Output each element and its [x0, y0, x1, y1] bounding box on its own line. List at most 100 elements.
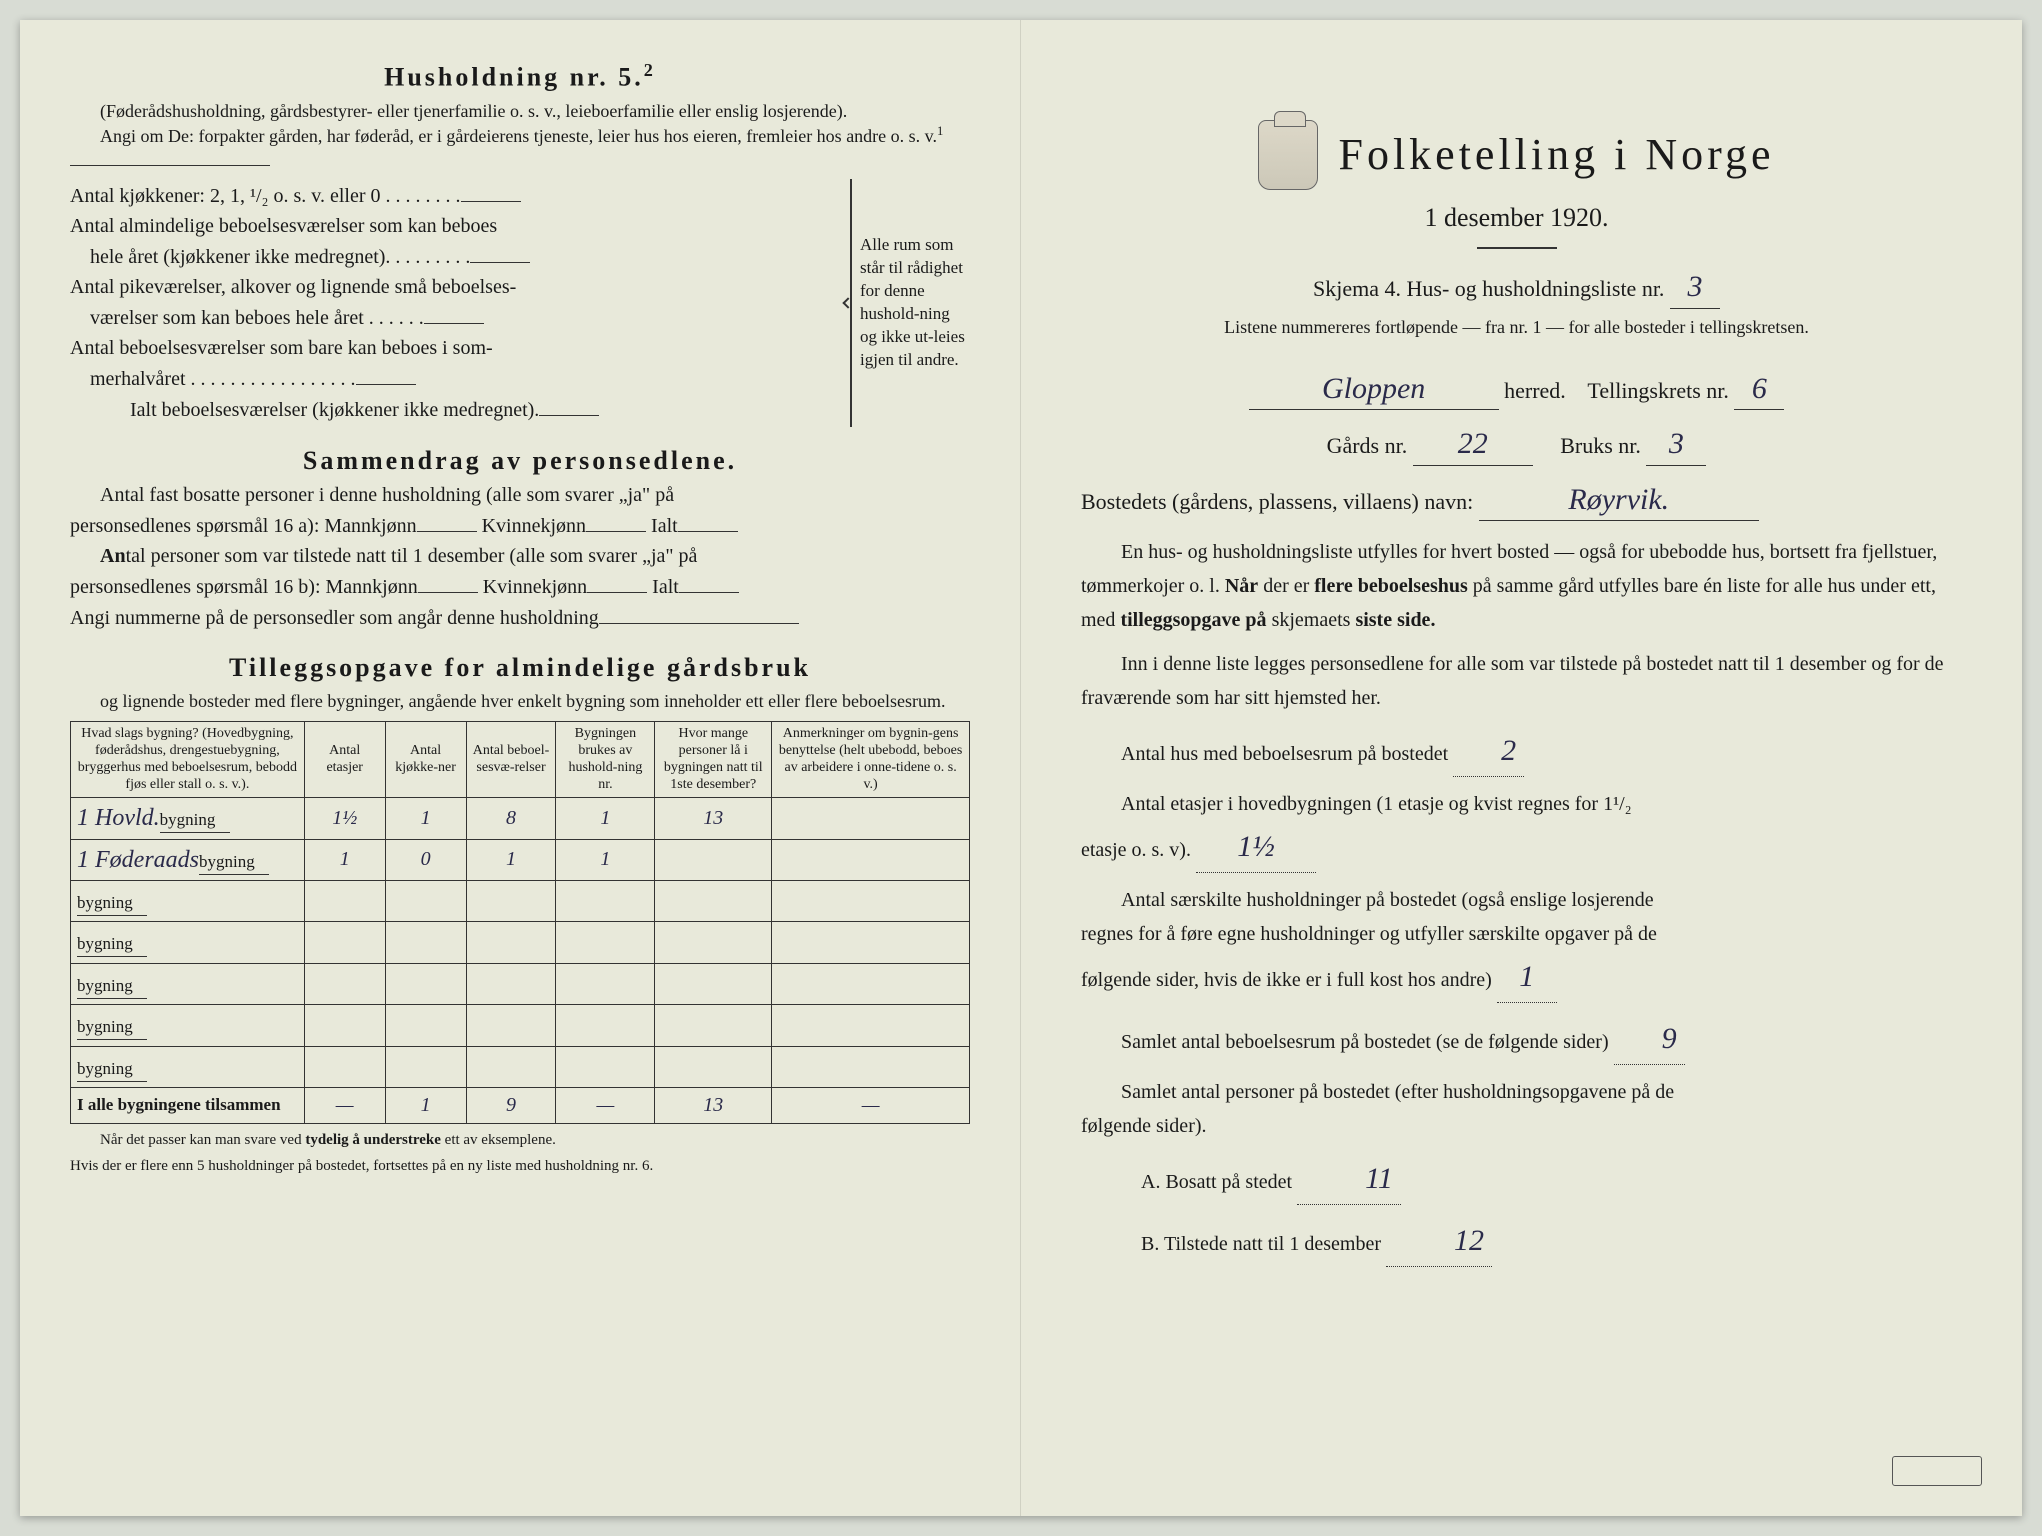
total-c5: —	[772, 1088, 970, 1124]
row-label: 1 Føderaads bygning	[71, 839, 305, 880]
th-brukes: Bygningen brukes av hushold-ning nr.	[556, 722, 655, 798]
th-personer: Hvor mange personer lå i bygningen natt …	[655, 722, 772, 798]
para-2: Inn i denne liste legges personsedlene f…	[1081, 647, 1952, 715]
row-label: bygning	[71, 1005, 305, 1046]
bruks-nr-field: 3	[1646, 424, 1706, 466]
a2-field: 1½	[1196, 821, 1316, 873]
tillegg-title: Tilleggsopgave for almindelige gårdsbruk	[70, 650, 970, 685]
a4-field: 9	[1614, 1013, 1685, 1065]
cell	[556, 1005, 655, 1046]
q5a-row: Samlet antal personer på bostedet (efter…	[1081, 1075, 1952, 1109]
q3b-row: regnes for å føre egne husholdninger og …	[1081, 917, 1952, 951]
cell: 1	[466, 839, 556, 880]
cell	[772, 922, 970, 963]
cell	[556, 881, 655, 922]
cell	[772, 963, 970, 1004]
title-rule	[1477, 247, 1557, 249]
cell	[466, 963, 556, 1004]
table-row: bygning	[71, 1005, 970, 1046]
gards-nr-field: 22	[1413, 424, 1533, 466]
cell	[304, 922, 385, 963]
footnote-1: Når det passer kan man svare ved tydelig…	[70, 1130, 970, 1150]
cell: 1	[556, 798, 655, 839]
q4-row: Samlet antal beboelsesrum på bostedet (s…	[1081, 1013, 1952, 1065]
th-vaerelser: Antal beboel-sesvæ-relser	[466, 722, 556, 798]
q5b-row: følgende sider).	[1081, 1109, 1952, 1143]
cell	[655, 881, 772, 922]
tillegg-sub: og lignende bosteder med flere bygninger…	[70, 689, 970, 713]
room-line-1a: Antal almindelige beboelsesværelser som …	[70, 213, 840, 240]
cell: 1	[556, 839, 655, 880]
cell	[304, 963, 385, 1004]
cell	[772, 881, 970, 922]
row-label: 1 Hovld. bygning	[71, 798, 305, 839]
sd-line1b: personsedlenes spørsmål 16 a): Mannkjønn…	[70, 512, 970, 540]
census-document: Husholdning nr. 5.2 (Føderådshusholdning…	[20, 20, 2022, 1516]
room-line-2a: Antal pikeværelser, alkover og lignende …	[70, 274, 840, 301]
listene-note: Listene nummereres fortløpende — fra nr.…	[1081, 315, 1952, 339]
cell	[655, 839, 772, 880]
sd-line3: Angi nummerne på de personsedler som ang…	[70, 604, 970, 632]
h5-intro1: (Føderådshusholdning, gårdsbestyrer- ell…	[70, 99, 970, 123]
cell	[304, 881, 385, 922]
cell	[385, 922, 466, 963]
room-line-3a: Antal beboelsesværelser som bare kan beb…	[70, 335, 840, 362]
table-row: bygning	[71, 922, 970, 963]
room-line-2b: værelser som kan beboes hele året . . . …	[70, 304, 840, 332]
cell	[655, 922, 772, 963]
q3c-row: følgende sider, hvis de ikke er i full k…	[1081, 951, 1952, 1003]
a5A-field: 11	[1297, 1153, 1401, 1205]
cell	[466, 922, 556, 963]
cell	[772, 1005, 970, 1046]
row-label: bygning	[71, 922, 305, 963]
th-anmerk: Anmerkninger om bygnin-gens benyttelse (…	[772, 722, 970, 798]
total-c0: —	[304, 1088, 385, 1124]
table-row: bygning	[71, 963, 970, 1004]
herred-field: Gloppen	[1249, 369, 1499, 411]
main-subtitle: 1 desember 1920.	[1081, 200, 1952, 235]
total-c2: 9	[466, 1088, 556, 1124]
cell	[772, 798, 970, 839]
cell: 13	[655, 798, 772, 839]
cell: 0	[385, 839, 466, 880]
q3a-row: Antal særskilte husholdninger på bostede…	[1081, 883, 1952, 917]
cell	[655, 1046, 772, 1087]
sd-line2b: personsedlenes spørsmål 16 b): Mannkjønn…	[70, 573, 970, 601]
sammendrag-title: Sammendrag av personsedlene.	[70, 443, 970, 478]
row-label: bygning	[71, 881, 305, 922]
table-row: bygning	[71, 1046, 970, 1087]
room-line-3b: merhalvåret . . . . . . . . . . . . . . …	[70, 365, 840, 393]
cell	[772, 839, 970, 880]
h5-intro2: Angi om De: forpakter gården, har føderå…	[70, 123, 970, 173]
total-c4: 13	[655, 1088, 772, 1124]
gards-row: Gårds nr. 22 Bruks nr. 3	[1081, 424, 1952, 466]
a5B-field: 12	[1386, 1215, 1492, 1267]
cell	[304, 1046, 385, 1087]
row-label: bygning	[71, 963, 305, 1004]
room-total-line: Ialt beboelsesværelser (kjøkkener ikke m…	[70, 396, 840, 424]
main-title: Folketelling i Norge	[1338, 125, 1774, 184]
husholdning-5-title: Husholdning nr. 5.2	[70, 58, 970, 95]
q1-row: Antal hus med beboelsesrum på bostedet 2	[1081, 725, 1952, 777]
a3-field: 1	[1497, 951, 1557, 1003]
cell: 1½	[304, 798, 385, 839]
sd-line1a: Antal fast bosatte personer i denne hush…	[70, 482, 970, 509]
footnote-2: Hvis der er flere enn 5 husholdninger på…	[70, 1156, 970, 1176]
table-header-row: Hvad slags bygning? (Hovedbygning, føder…	[71, 722, 970, 798]
printer-stamp	[1892, 1456, 1982, 1486]
cell	[556, 1046, 655, 1087]
cell	[466, 1046, 556, 1087]
cell: 8	[466, 798, 556, 839]
total-c3: —	[556, 1088, 655, 1124]
q5B-row: B. Tilstede natt til 1 desember 12	[1081, 1215, 1952, 1267]
cell	[385, 1046, 466, 1087]
bostedets-row: Bostedets (gårdens, plassens, villaens) …	[1081, 480, 1952, 522]
cell	[385, 1005, 466, 1046]
cell: 1	[304, 839, 385, 880]
cell	[385, 881, 466, 922]
th-kjokkener: Antal kjøkke-ner	[385, 722, 466, 798]
table-row: 1 Hovld. bygning1½18113	[71, 798, 970, 839]
bostedets-field: Røyrvik.	[1479, 480, 1759, 522]
brace-note: Alle rum som står til rådighet for denne…	[850, 179, 970, 427]
herred-row: Gloppen herred. Tellingskrets nr. 6	[1081, 369, 1952, 411]
